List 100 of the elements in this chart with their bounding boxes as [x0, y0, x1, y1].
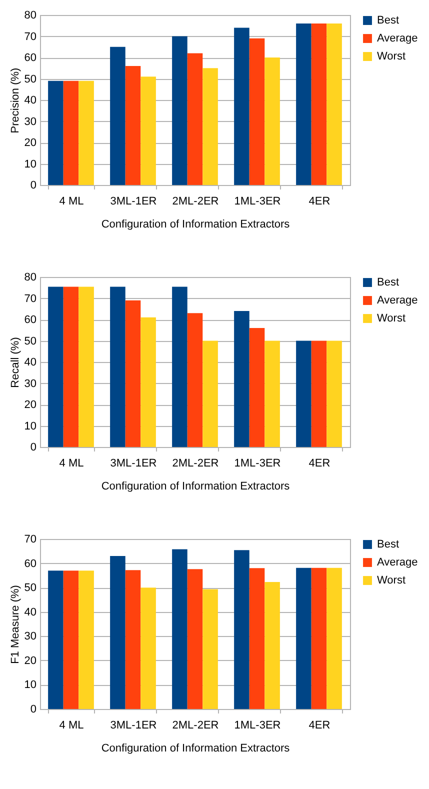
x-tick-label: 3ML-1ER	[110, 458, 157, 470]
bar	[172, 549, 188, 709]
bar	[140, 588, 156, 709]
bar	[311, 568, 327, 709]
bar	[202, 68, 218, 185]
y-tick-label: 60	[24, 52, 36, 64]
y-tick-label: 50	[24, 335, 36, 348]
y-tick-label: 20	[24, 137, 36, 149]
bar	[125, 300, 141, 447]
bar	[234, 550, 250, 709]
bar	[249, 568, 265, 709]
y-tick-label: 10	[24, 158, 36, 170]
x-tick-label: 1ML-3ER	[234, 196, 281, 208]
bar	[187, 569, 203, 709]
legend-label: Worst	[377, 50, 406, 62]
x-tick-label: 4 ML	[59, 720, 84, 732]
y-tick-label: 40	[24, 94, 36, 106]
x-tick-label: 4 ML	[59, 196, 84, 208]
y-tick-label: 70	[24, 292, 36, 305]
y-tick-label: 0	[30, 180, 36, 192]
x-tick-label: 1ML-3ER	[234, 720, 281, 732]
x-tick-label: 2ML-2ER	[172, 196, 219, 208]
y-tick-label: 40	[24, 356, 36, 368]
legend-label: Average	[377, 556, 418, 568]
bar	[249, 38, 265, 185]
y-tick-label: 30	[24, 378, 36, 390]
bar	[140, 317, 156, 447]
bar	[311, 24, 327, 185]
x-axis-title: Configuration of Information Extractors	[101, 742, 290, 754]
bar	[63, 80, 79, 185]
x-tick-label: 1ML-3ER	[234, 458, 281, 470]
x-axis-title: Configuration of Information Extractors	[101, 218, 290, 230]
y-tick-label: 10	[24, 679, 36, 692]
y-tick-label: 50	[24, 73, 36, 86]
x-tick-label: 3ML-1ER	[110, 720, 157, 732]
bar	[172, 286, 188, 447]
x-tick-label: 4ER	[308, 720, 330, 732]
bar	[202, 340, 218, 447]
x-tick-label: 4ER	[308, 196, 330, 208]
bar	[48, 80, 64, 185]
y-tick-label: 20	[24, 399, 36, 411]
bar	[234, 28, 250, 185]
bar	[187, 53, 203, 185]
legend-label: Worst	[377, 312, 406, 324]
legend-label: Average	[377, 32, 418, 44]
y-tick-label: 10	[24, 420, 36, 432]
bar	[63, 570, 79, 709]
bar	[63, 286, 79, 447]
legend-label: Best	[377, 538, 400, 550]
y-tick-label: 0	[30, 704, 36, 716]
y-tick-label: 60	[24, 558, 36, 570]
y-tick-label: 50	[24, 582, 36, 594]
bar	[140, 76, 156, 185]
bar	[264, 340, 280, 447]
y-axis-title: Precision (%)	[9, 68, 22, 134]
x-tick-label: 2ML-2ER	[172, 720, 219, 732]
legend-label: Best	[377, 276, 400, 288]
bar	[296, 24, 312, 185]
y-axis-title: F1 Measure (%)	[9, 585, 22, 664]
bar	[110, 556, 126, 709]
legend-label: Best	[377, 14, 400, 26]
bar	[78, 286, 94, 447]
bar	[172, 36, 188, 185]
bar	[326, 340, 342, 447]
y-tick-label: 80	[24, 272, 36, 284]
y-tick-label: 30	[24, 630, 36, 643]
bar	[264, 582, 280, 709]
y-tick-label: 70	[24, 534, 36, 546]
y-tick-label: 20	[24, 654, 36, 667]
bar	[296, 568, 312, 709]
y-tick-label: 70	[24, 30, 36, 43]
x-tick-label: 4 ML	[59, 458, 84, 470]
bar	[48, 570, 64, 709]
bar	[326, 24, 342, 185]
x-axis-title: Configuration of Information Extractors	[101, 480, 290, 492]
legend-label: Worst	[377, 574, 406, 586]
bar	[125, 66, 141, 185]
bar	[264, 58, 280, 185]
bar	[202, 589, 218, 709]
x-tick-label: 2ML-2ER	[172, 458, 219, 470]
y-tick-label: 30	[24, 116, 36, 128]
y-tick-label: 80	[24, 10, 36, 22]
y-tick-label: 40	[24, 606, 36, 618]
y-tick-label: 60	[24, 314, 36, 326]
bar	[48, 286, 64, 447]
y-axis-title: Recall (%)	[9, 337, 22, 388]
bar	[296, 340, 312, 447]
bar	[110, 286, 126, 447]
bar	[78, 80, 94, 185]
x-tick-label: 4ER	[308, 458, 330, 470]
bar	[311, 340, 327, 447]
y-tick-label: 0	[30, 442, 36, 454]
bar	[187, 313, 203, 447]
bar	[249, 328, 265, 447]
x-tick-label: 3ML-1ER	[110, 196, 157, 208]
legend-label: Average	[377, 294, 418, 306]
bar	[110, 46, 126, 185]
bar	[326, 568, 342, 709]
bar	[78, 570, 94, 709]
bar	[234, 311, 250, 447]
